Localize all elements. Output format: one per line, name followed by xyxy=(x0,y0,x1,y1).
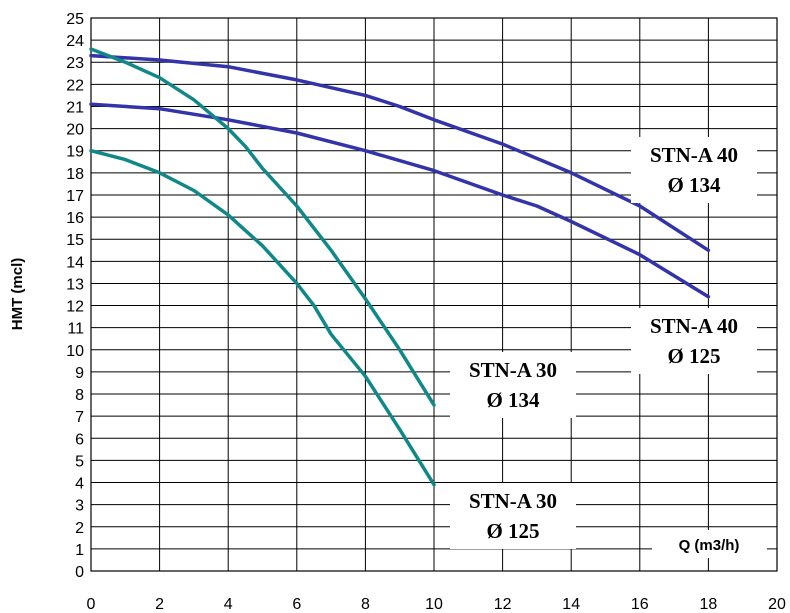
label-box-stn-a-30-134 xyxy=(450,352,576,418)
y-tick-label: 0 xyxy=(75,564,84,581)
y-tick-label: 16 xyxy=(66,210,84,227)
y-tick-label: 9 xyxy=(75,365,84,382)
label-stn-a-30-134-line2: Ø 134 xyxy=(486,388,540,412)
series-line-2 xyxy=(89,102,711,299)
label-box-stn-a-40-134 xyxy=(631,137,757,203)
y-tick-label: 21 xyxy=(66,99,84,116)
x-tick-label: 18 xyxy=(700,596,718,613)
x-tick-label: 4 xyxy=(224,596,233,613)
x-tick-label: 20 xyxy=(768,596,786,613)
x-tick-label: 16 xyxy=(631,596,649,613)
series-line-3 xyxy=(89,47,436,407)
plot-area-border xyxy=(90,17,778,572)
y-tick-label: 22 xyxy=(66,77,84,94)
series-lines xyxy=(89,47,711,487)
y-tick-label: 12 xyxy=(66,299,84,316)
y-tick-label: 2 xyxy=(75,520,84,537)
y-tick-label: 6 xyxy=(75,431,84,448)
xlabel-box xyxy=(652,530,767,558)
y-tick-label: 5 xyxy=(75,453,84,470)
y-tick-label: 20 xyxy=(66,122,84,139)
grid xyxy=(90,17,778,572)
x-tick-label: 12 xyxy=(494,596,512,613)
label-stn-a-40-134-line1: STN-A 40 xyxy=(650,143,738,167)
y-axis-title: HMT (mcl) xyxy=(9,258,26,331)
y-tick-label: 15 xyxy=(66,232,84,249)
y-tick-label: 14 xyxy=(66,254,84,271)
label-stn-a-30-125-line1: STN-A 30 xyxy=(469,489,557,513)
y-tick-label: 7 xyxy=(75,409,84,426)
x-tick-label: 2 xyxy=(155,596,164,613)
x-tick-label: 10 xyxy=(425,596,443,613)
x-axis-title: Q (m3/h) xyxy=(679,537,740,554)
label-stn-a-40-125-line1: STN-A 40 xyxy=(650,314,738,338)
x-tick-label: 6 xyxy=(292,596,301,613)
y-tick-label: 24 xyxy=(66,33,84,50)
y-tick-label: 11 xyxy=(67,321,84,338)
series-line-1 xyxy=(89,53,711,253)
y-tick-label: 17 xyxy=(66,188,84,205)
y-tick-label: 8 xyxy=(75,387,84,404)
y-tick-label: 4 xyxy=(75,476,84,493)
y-tick-label: 18 xyxy=(66,166,84,183)
x-tick-label: 14 xyxy=(562,596,580,613)
label-stn-a-30-125-line2: Ø 125 xyxy=(486,519,539,543)
y-tick-label: 10 xyxy=(66,343,84,360)
x-tick-label: 0 xyxy=(87,596,96,613)
series-line-4 xyxy=(89,148,436,487)
label-stn-a-40-125-line2: Ø 125 xyxy=(667,344,720,368)
y-tick-label: 25 xyxy=(66,11,84,28)
y-tick-label: 13 xyxy=(66,276,84,293)
label-box-stn-a-40-125 xyxy=(631,308,757,374)
label-stn-a-30-134-line1: STN-A 30 xyxy=(469,358,557,382)
x-axis-ticks: 0 2 4 6 8 10 12 14 16 18 20 xyxy=(87,596,786,613)
y-tick-label: 19 xyxy=(66,144,84,161)
y-tick-label: 3 xyxy=(75,498,84,515)
label-stn-a-40-134-line2: Ø 134 xyxy=(667,173,721,197)
x-tick-label: 8 xyxy=(361,596,370,613)
y-tick-label: 1 xyxy=(75,542,84,559)
label-box-stn-a-30-125 xyxy=(450,483,576,549)
y-tick-label: 23 xyxy=(66,55,84,72)
y-axis-ticks: 0123456789101112131415161718192021222324… xyxy=(66,11,84,581)
